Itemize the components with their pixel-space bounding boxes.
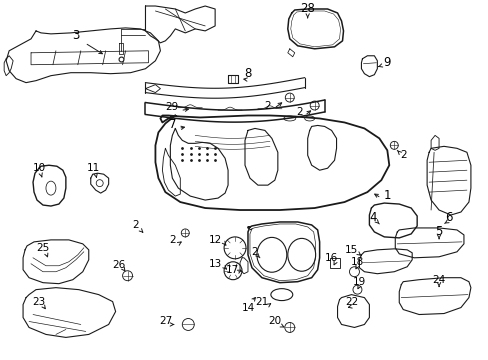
Text: 27: 27 bbox=[159, 316, 172, 327]
Circle shape bbox=[96, 180, 103, 186]
Text: 16: 16 bbox=[325, 253, 338, 263]
Text: 23: 23 bbox=[32, 297, 45, 307]
Text: 25: 25 bbox=[36, 243, 49, 253]
Text: 15: 15 bbox=[344, 245, 357, 255]
Text: 2: 2 bbox=[296, 108, 303, 117]
Circle shape bbox=[224, 262, 242, 280]
Text: 20: 20 bbox=[268, 316, 281, 327]
Text: 2: 2 bbox=[264, 100, 271, 111]
Text: 9: 9 bbox=[383, 56, 390, 69]
Text: 2: 2 bbox=[169, 235, 175, 245]
Ellipse shape bbox=[283, 116, 295, 121]
Ellipse shape bbox=[270, 289, 292, 301]
Text: 3: 3 bbox=[72, 30, 80, 42]
Text: 1: 1 bbox=[383, 189, 390, 202]
Text: 6: 6 bbox=[445, 211, 452, 225]
Circle shape bbox=[352, 285, 361, 294]
Ellipse shape bbox=[46, 181, 56, 195]
Circle shape bbox=[285, 93, 294, 102]
Text: 26: 26 bbox=[112, 260, 125, 270]
Circle shape bbox=[224, 237, 245, 259]
Text: 22: 22 bbox=[344, 297, 357, 307]
Text: 10: 10 bbox=[32, 163, 45, 173]
Text: 2: 2 bbox=[399, 150, 406, 160]
Bar bbox=[329, 258, 339, 268]
Circle shape bbox=[309, 101, 319, 110]
Circle shape bbox=[122, 271, 132, 281]
Text: 14: 14 bbox=[241, 302, 254, 312]
Text: 2: 2 bbox=[251, 247, 258, 257]
Ellipse shape bbox=[287, 238, 315, 271]
Text: 8: 8 bbox=[244, 67, 251, 80]
Text: 7: 7 bbox=[168, 118, 176, 131]
Text: 2: 2 bbox=[132, 220, 139, 230]
Circle shape bbox=[284, 323, 294, 332]
Circle shape bbox=[389, 141, 397, 149]
Circle shape bbox=[349, 267, 359, 277]
Text: 24: 24 bbox=[431, 275, 445, 285]
Ellipse shape bbox=[304, 116, 314, 121]
Text: 29: 29 bbox=[165, 102, 179, 112]
Circle shape bbox=[182, 319, 194, 330]
Text: 18: 18 bbox=[350, 257, 364, 267]
Circle shape bbox=[181, 229, 189, 237]
Text: 13: 13 bbox=[208, 259, 222, 269]
Text: 11: 11 bbox=[87, 163, 100, 173]
Text: 17: 17 bbox=[225, 265, 238, 275]
Text: 4: 4 bbox=[369, 211, 376, 225]
Text: 12: 12 bbox=[208, 235, 222, 245]
Ellipse shape bbox=[256, 237, 286, 272]
Text: 21: 21 bbox=[255, 297, 268, 307]
Text: 5: 5 bbox=[434, 225, 442, 238]
Text: 28: 28 bbox=[300, 3, 314, 15]
Text: 19: 19 bbox=[352, 277, 366, 287]
